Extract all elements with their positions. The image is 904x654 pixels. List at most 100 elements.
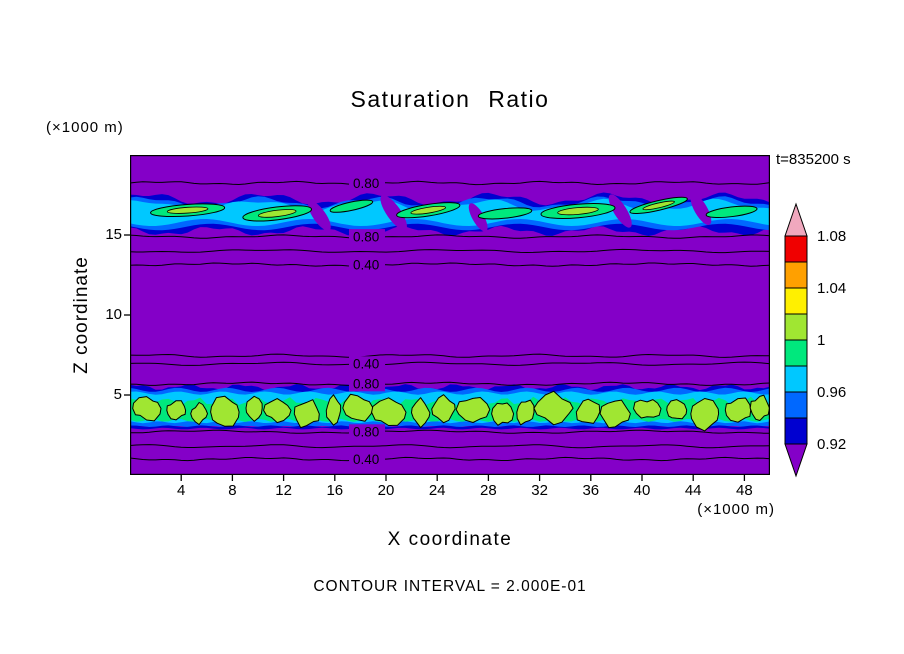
colorbar-tick-label: 1.04	[817, 280, 846, 297]
colorbar-tick-label: 1	[817, 332, 825, 349]
x-tick-label: 32	[531, 482, 548, 499]
contour-label-mask	[349, 424, 385, 440]
contour-label-mask	[349, 356, 385, 372]
cloud-cell	[491, 402, 515, 426]
cloud-lens-core	[166, 206, 209, 214]
contour-line	[130, 353, 770, 358]
colorbar: 1.08 1.04 1 0.96 0.92	[784, 202, 846, 478]
x-tick-label: 28	[480, 482, 497, 499]
cloud-cell	[411, 397, 431, 429]
contour-line-label: 0.80	[353, 377, 379, 392]
colorbar-band-yellow_green	[784, 313, 808, 341]
contour-line	[130, 444, 770, 449]
x-tick-label: 16	[326, 482, 344, 499]
colorbar-band-orange	[784, 261, 808, 289]
cloud-lens-core	[257, 209, 297, 218]
y-tick-label: 10	[105, 306, 122, 323]
contour-line	[130, 180, 770, 186]
x-tick-label: 4	[177, 482, 186, 499]
cloud-lens	[477, 207, 533, 220]
wave-gap	[380, 195, 407, 231]
x-axis-units-label: (×1000 m)	[697, 501, 775, 518]
cloud-lens-core	[557, 206, 599, 216]
colorbar-band-red	[784, 235, 808, 263]
wave-gap	[468, 203, 488, 232]
x-tick-label: 48	[736, 482, 753, 499]
cloud-cell	[516, 399, 535, 426]
x-tick-labels: 4 8 12 16 20 24 28 32 36 40 44 48	[130, 482, 770, 502]
cloud-cell	[342, 393, 374, 422]
colorbar-arrow-bottom	[784, 443, 808, 478]
contour-line	[130, 234, 770, 239]
cloud-cell	[533, 390, 574, 426]
cloud-cell	[455, 397, 491, 423]
contour-label-mask	[349, 229, 385, 245]
cloud-cell	[633, 399, 662, 419]
x-tick-label: 44	[684, 482, 702, 499]
time-label: t=835200 s	[776, 151, 851, 168]
colorbar-tick-label: 0.96	[817, 384, 846, 401]
x-tick-label: 40	[633, 482, 651, 499]
cloud-cell	[666, 399, 688, 420]
y-tick-labels: 5 10 15	[86, 155, 122, 475]
contour-label-mask	[349, 376, 385, 392]
cloud-lens-core	[642, 200, 675, 211]
cloud-cell	[210, 395, 240, 427]
cloud-cell	[690, 398, 720, 432]
contour-line	[130, 456, 770, 462]
wave-gap	[308, 200, 331, 231]
cloud-cell	[190, 402, 208, 425]
colorbar-tick-label: 0.92	[817, 436, 846, 453]
cloud-cell	[749, 394, 770, 421]
contour-label-mask	[349, 257, 385, 273]
cloud-cell	[371, 397, 407, 426]
cloud-cell	[724, 397, 752, 423]
plot-border	[130, 155, 770, 475]
contour-line	[130, 381, 770, 386]
contour-line	[130, 248, 770, 254]
x-tick-label: 36	[582, 482, 600, 499]
colorbar-band-green	[784, 339, 808, 367]
colorbar-band-cyan	[784, 365, 808, 393]
wave-gap	[690, 193, 712, 225]
x-tick-label: 12	[275, 482, 292, 499]
y-tick-label: 5	[113, 386, 122, 403]
contour-line	[130, 429, 770, 434]
cloud-cell	[166, 400, 187, 421]
cloud-cell	[263, 398, 292, 424]
cloud-cell	[132, 396, 162, 422]
y-tick-label: 15	[105, 226, 122, 243]
contour-line	[130, 361, 770, 366]
contour-line	[130, 262, 770, 267]
contour-line-label: 0.80	[353, 229, 379, 244]
contour-interval-label: CONTOUR INTERVAL = 2.000E-01	[313, 578, 587, 595]
cloud-cell	[325, 394, 342, 426]
cloud-lens-core	[410, 205, 447, 215]
contour-line-label: 0.80	[353, 176, 379, 191]
contour-label-mask	[349, 175, 385, 191]
x-axis-title: X coordinate	[387, 529, 513, 550]
cloud-lens	[329, 199, 374, 213]
cloud-cell	[293, 399, 320, 429]
cloud-lens	[705, 205, 758, 218]
cloud-cell	[245, 395, 263, 422]
contour-line-label: 0.40	[353, 257, 379, 272]
chart-title: Saturation Ratio	[350, 86, 550, 112]
cloud-cell	[575, 398, 601, 424]
contour-label-mask	[349, 451, 385, 467]
x-tick-label: 8	[228, 482, 237, 499]
contour-field: 0.80 0.80 0.40 0.40 0.80 0.80 0.40	[130, 155, 770, 475]
colorbar-band-blue	[784, 391, 808, 419]
x-tick-label: 24	[428, 482, 446, 499]
x-tick-label: 20	[377, 482, 395, 499]
colorbar-band-yellow	[784, 287, 808, 315]
contour-line-label: 0.40	[353, 452, 379, 467]
colorbar-arrow-top	[784, 202, 808, 237]
contour-plot: 0.80 0.80 0.40 0.40 0.80 0.80 0.40	[124, 155, 770, 481]
colorbar-band-navy	[784, 417, 808, 445]
colorbar-tick-label: 1.08	[817, 228, 846, 245]
cloud-cell	[431, 394, 456, 424]
y-axis-units-label: (×1000 m)	[46, 119, 124, 136]
contour-line-label: 0.80	[353, 425, 379, 440]
